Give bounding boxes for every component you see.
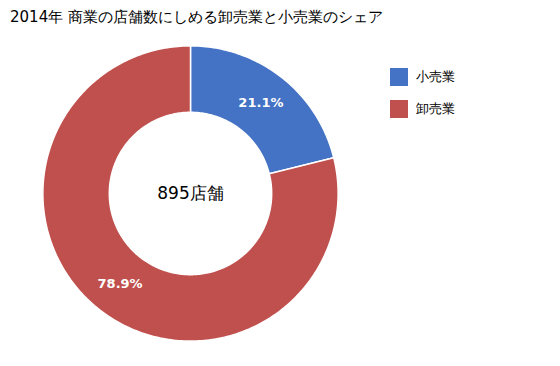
svg-text:895店舗: 895店舗 [157,183,223,203]
svg-text:78.9%: 78.9% [98,276,143,291]
html-text:小売業: 小売業 [416,69,455,84]
svg-text:21.1%: 21.1% [238,95,283,110]
html-text:2014年 商業の店舗数にしめる卸売業と小売業のシェア: 2014年 商業の店舗数にしめる卸売業と小売業のシェア [10,8,383,26]
html-text:卸売業: 卸売業 [416,101,455,116]
